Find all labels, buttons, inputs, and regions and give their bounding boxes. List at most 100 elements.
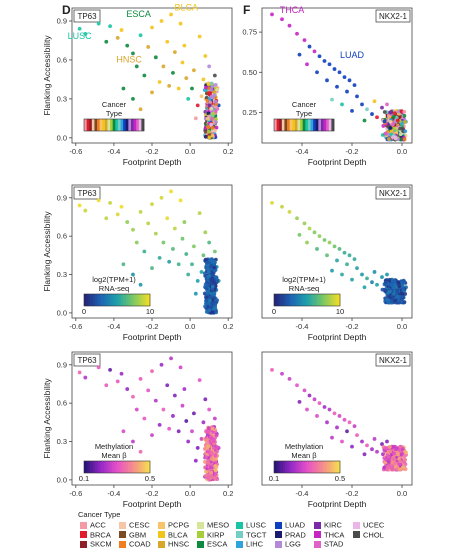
data-point (365, 443, 369, 448)
data-point (322, 238, 327, 242)
x-tick-label: -0.4 (107, 489, 120, 498)
data-point (193, 116, 198, 121)
legend-item: PCPG (158, 520, 189, 530)
data-point (184, 419, 189, 423)
y-axis-label: Flanking Accessibility (42, 211, 52, 292)
color-legend-swatch (128, 119, 132, 131)
data-point (165, 39, 170, 44)
data-point (138, 449, 143, 454)
data-point (142, 73, 147, 78)
color-legend-swatch (313, 294, 317, 306)
data-point (398, 126, 403, 131)
data-point (396, 280, 401, 285)
color-legend-title: Methylation (95, 442, 133, 451)
data-point (150, 25, 154, 30)
color-legend-swatch (97, 461, 100, 473)
data-point (153, 398, 158, 403)
legend-label: LGG (285, 539, 301, 549)
color-legend-subtitle: RNA-seq (99, 284, 129, 293)
y-tick-label: 0.3 (57, 270, 67, 279)
data-point (167, 426, 172, 431)
color-legend-swatch (294, 119, 298, 131)
data-point (210, 259, 215, 264)
legend-label: BLCA (168, 530, 188, 540)
data-point (347, 253, 352, 258)
data-point (146, 221, 151, 226)
data-point (347, 78, 352, 83)
legend-swatch (80, 540, 87, 548)
color-legend-swatch (130, 294, 133, 306)
data-point (204, 438, 209, 443)
color-legend-swatch (315, 461, 319, 473)
color-legend-border (273, 118, 335, 132)
legend-label: GBM (129, 530, 147, 540)
color-legend-swatch (123, 461, 127, 473)
color-legend-swatch (304, 461, 308, 473)
color-legend-swatch (284, 119, 288, 131)
y-tick-label: 0.3 (57, 437, 67, 446)
data-point (119, 204, 124, 209)
data-point (199, 437, 204, 441)
color-legend-swatch (276, 461, 279, 473)
data-point (121, 86, 126, 91)
data-point (209, 470, 213, 475)
legend-item: CHOL (353, 530, 384, 539)
data-point (161, 407, 166, 412)
data-point (204, 95, 209, 100)
data-point (142, 249, 147, 254)
x-axis-label: Footprint Depth (123, 157, 182, 167)
data-point (388, 126, 393, 130)
data-point (206, 111, 211, 116)
color-legend-swatch (274, 119, 277, 131)
color-legend-swatch (141, 119, 145, 131)
data-point (119, 28, 124, 32)
data-point (77, 203, 82, 208)
legend-item: LIHC (236, 539, 263, 549)
data-point (104, 383, 109, 388)
color-legend-swatch (115, 119, 119, 131)
x-tick-label: -0.2 (146, 322, 159, 331)
data-point (213, 472, 218, 477)
panel-letter-f: F (243, 3, 250, 17)
data-point (125, 387, 130, 391)
color-legend-swatch (324, 294, 328, 306)
color-legend-swatch (276, 119, 280, 131)
data-point (172, 50, 177, 55)
legend-swatch (197, 540, 204, 548)
data-point (212, 442, 216, 446)
data-point (383, 280, 388, 285)
data-point (172, 393, 177, 398)
data-point (115, 212, 120, 217)
data-point (375, 449, 379, 454)
data-point (312, 397, 317, 402)
color-legend-swatch (84, 119, 87, 131)
data-point (393, 464, 397, 469)
plot-frame (261, 7, 413, 144)
data-point (395, 289, 400, 294)
data-point (305, 62, 309, 67)
color-legend-swatch (309, 461, 312, 473)
data-point (380, 275, 384, 279)
color-legend-swatch (147, 294, 151, 306)
data-point (172, 226, 177, 231)
color-legend-title: log2(TPM+1) (282, 275, 326, 284)
color-legend-swatch (315, 119, 319, 131)
data-point (180, 60, 185, 65)
x-tick-label: 0.2 (223, 489, 233, 498)
data-point (382, 119, 387, 124)
legend-swatch (314, 531, 321, 539)
legend-item: SKCM (80, 539, 112, 549)
color-legend-swatch (84, 294, 87, 306)
color-legend-swatch (278, 461, 281, 473)
color-legend-swatch (285, 461, 288, 473)
data-point (365, 276, 369, 281)
data-point (212, 292, 217, 297)
data-point (207, 64, 212, 69)
data-point (192, 411, 196, 416)
color-legend-swatch (307, 294, 310, 306)
data-point (190, 86, 194, 91)
data-point (184, 76, 189, 80)
color-legend-swatch (134, 461, 138, 473)
color-legend-swatch (86, 294, 89, 306)
color-legend-swatch (141, 461, 144, 473)
